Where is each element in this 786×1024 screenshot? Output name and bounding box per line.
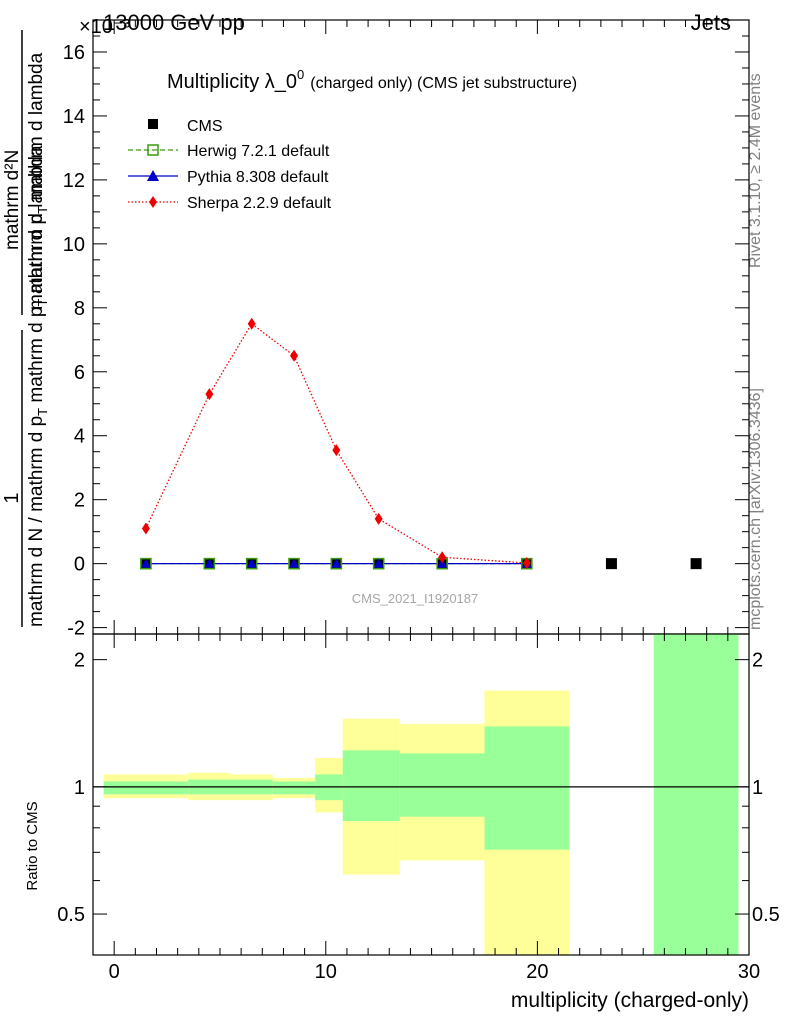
ratio-y-tick-label-right: 2 xyxy=(752,650,763,672)
ratio-band-inner-0 xyxy=(103,781,189,795)
rivet-version-label: Rivet 3.1.10, ≥ 2.4M events xyxy=(747,73,764,268)
x-tick-label: 0 xyxy=(109,961,120,983)
legend-sherpa-label: Sherpa 2.2.9 default xyxy=(187,195,332,212)
pythia-point xyxy=(289,558,300,568)
mcplots-label: mcplots.cern.ch [arXiv:1306.3436] xyxy=(747,388,764,630)
main-y-tick-label: 16 xyxy=(63,42,85,64)
main-y-tick-label: 14 xyxy=(63,106,85,128)
sherpa-line xyxy=(145,322,527,564)
y-label-top-denominator: mathrm d pT mathrm d lambda xyxy=(26,52,50,310)
ratio-band-inner-5 xyxy=(342,750,400,822)
x-tick-label: 20 xyxy=(526,961,548,983)
cms-point xyxy=(605,558,617,570)
y-scale-exponent: ×10⁻³ xyxy=(79,16,130,38)
sherpa-point xyxy=(141,522,150,535)
sherpa-point xyxy=(374,512,383,525)
main-frame xyxy=(92,19,750,635)
main-y-tick-label: 2 xyxy=(74,490,85,512)
ratio-y-tick-label-right: 1 xyxy=(752,777,763,799)
legend-cms-label: CMS xyxy=(187,118,223,135)
ratio-axes: 0.5 0.51 12 20 10 20 30 xyxy=(57,633,780,983)
cms-point xyxy=(690,558,702,570)
y-label-denominator: mathrm d N / mathrm d pT mathrm d pT mat… xyxy=(26,145,50,627)
analysis-watermark: CMS_2021_I1920187 xyxy=(352,591,479,606)
ratio-band-inner-6 xyxy=(399,753,485,817)
ratio-frame xyxy=(92,633,750,956)
main-y-tick-label: 8 xyxy=(74,298,85,320)
pythia-point xyxy=(140,558,151,568)
x-tick-label: 10 xyxy=(315,961,337,983)
legend-herwig-marker xyxy=(147,144,159,156)
legend-pythia-marker xyxy=(147,170,159,181)
ratio-bands xyxy=(93,634,749,955)
header-energy-label: 13000 GeV pp xyxy=(103,10,245,35)
main-y-tick-label: 0 xyxy=(74,554,85,576)
sherpa-point xyxy=(247,317,256,330)
legend-sherpa-marker xyxy=(149,196,157,208)
ratio-y-tick-label: 2 xyxy=(74,650,85,672)
pythia-point xyxy=(246,558,257,568)
sherpa-point xyxy=(438,551,447,564)
sherpa-point xyxy=(290,349,299,362)
main-y-tick-label: 6 xyxy=(74,362,85,384)
legend-cms-marker xyxy=(148,119,158,129)
pythia-point xyxy=(331,558,342,568)
main-y-tick-label: 4 xyxy=(74,426,85,448)
ratio-y-axis-label: Ratio to CMS xyxy=(24,801,41,890)
legend-herwig-label: Herwig 7.2.1 default xyxy=(187,143,330,160)
main-y-tick-label: 10 xyxy=(63,234,85,256)
main-series xyxy=(140,317,702,570)
main-y-tick-label: 12 xyxy=(63,170,85,192)
y-label-top-numerator: mathrm d²N xyxy=(2,150,23,250)
y-label-numerator: 1 xyxy=(1,492,23,503)
pythia-point xyxy=(204,558,215,568)
plot-title: Multiplicity λ_00(charged only) (CMS jet… xyxy=(167,67,577,93)
x-tick-label: 30 xyxy=(738,961,760,983)
x-axis-label: multiplicity (charged-only) xyxy=(511,989,749,1012)
ratio-band-inner-3 xyxy=(272,781,316,795)
ratio-y-tick-label: 1 xyxy=(74,777,85,799)
sherpa-point xyxy=(205,388,214,401)
main-y-tick-label: -2 xyxy=(67,618,85,640)
ratio-band-inner-7 xyxy=(484,726,570,850)
ratio-y-tick-label: 0.5 xyxy=(57,904,85,926)
ratio-y-tick-label-right: 0.5 xyxy=(752,904,780,926)
legend-pythia-label: Pythia 8.308 default xyxy=(187,169,329,186)
header-process-label: Jets xyxy=(691,10,731,35)
sherpa-point xyxy=(332,444,341,457)
sherpa-point xyxy=(522,557,531,570)
main-axes: -2 0 2 4 6 8 10 12 14 16 xyxy=(63,19,750,640)
pythia-point xyxy=(373,558,384,568)
main-y-axis-label: 1 mathrm d N / mathrm d pT mathrm d pT m… xyxy=(1,30,50,627)
ratio-band-inner-8 xyxy=(653,634,739,955)
legend: CMS Herwig 7.2.1 default Pythia 8.308 de… xyxy=(128,118,332,212)
